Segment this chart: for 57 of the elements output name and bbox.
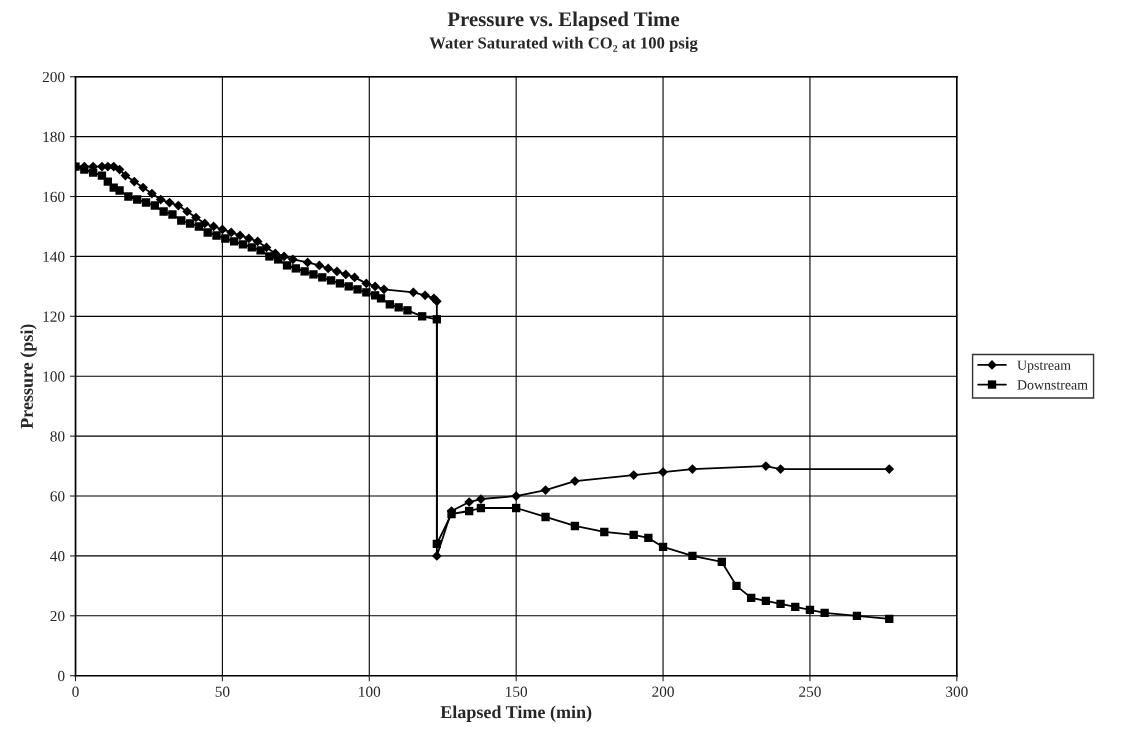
chart-title: Pressure vs. Elapsed Time — [447, 11, 680, 31]
point — [464, 497, 475, 507]
point — [129, 176, 140, 187]
y-axis-title: Pressure (psi) — [20, 324, 37, 429]
point — [147, 188, 157, 199]
point — [370, 281, 381, 292]
y-tick-label: 200 — [42, 71, 65, 83]
point — [323, 263, 334, 274]
point — [235, 230, 245, 241]
point — [628, 470, 639, 480]
y-tick-label: 20 — [50, 610, 65, 622]
point — [252, 236, 263, 247]
point — [173, 200, 184, 211]
x-tick-label: 250 — [799, 686, 821, 697]
y-tick-label: 0 — [58, 670, 65, 682]
y-tick-label: 40 — [50, 551, 65, 562]
point — [288, 254, 298, 265]
point — [332, 266, 342, 277]
point — [361, 278, 372, 289]
point — [761, 461, 771, 471]
legend-label: Upstream — [1017, 360, 1071, 373]
point — [540, 485, 551, 495]
x-tick-label: 50 — [215, 686, 230, 697]
x-tick-label: 200 — [652, 686, 674, 697]
point — [182, 206, 192, 217]
x-axis-title: Elapsed Time (min) — [440, 705, 592, 722]
point — [687, 464, 698, 474]
point — [155, 194, 166, 205]
point — [314, 260, 325, 271]
point — [884, 464, 895, 474]
y-tick-label: 180 — [43, 131, 65, 143]
point — [340, 269, 351, 280]
point — [302, 257, 313, 268]
y-tick-label: 160 — [43, 191, 65, 202]
point — [349, 272, 360, 283]
point — [775, 464, 786, 474]
point — [431, 551, 442, 561]
y-tick-label: 80 — [50, 431, 65, 442]
point — [408, 287, 419, 298]
y-tick-label: 100 — [43, 371, 65, 382]
point — [243, 233, 254, 244]
point — [191, 212, 201, 223]
legend-label: Downstream — [1017, 380, 1088, 390]
point — [379, 284, 389, 295]
x-tick-label: 150 — [506, 686, 528, 697]
y-tick-label: 120 — [43, 311, 65, 322]
chart-subtitle: Water Saturated with CO₂ at 100 psig — [429, 36, 698, 53]
point — [570, 476, 580, 486]
x-tick-label: 100 — [359, 686, 381, 697]
y-tick-label: 60 — [50, 491, 65, 502]
point — [420, 290, 430, 301]
point — [226, 227, 237, 238]
point — [138, 182, 148, 193]
x-tick-label: 0 — [72, 686, 79, 697]
y-tick-label: 140 — [43, 251, 65, 262]
point — [511, 491, 522, 501]
x-tick-label: 300 — [946, 686, 968, 697]
